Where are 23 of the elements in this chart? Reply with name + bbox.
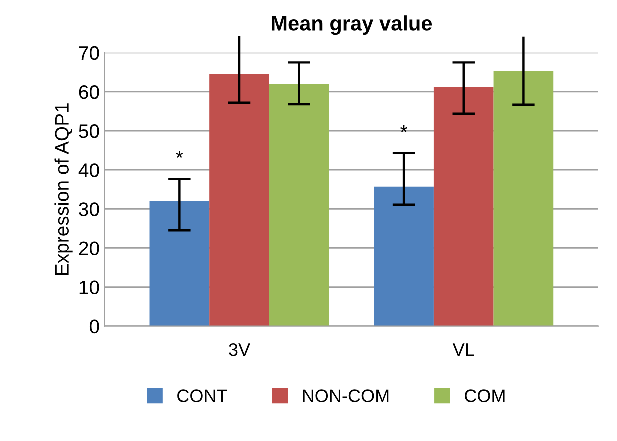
legend-label: COM <box>465 390 505 402</box>
y-axis-title: Expression of AQP1 <box>54 104 73 276</box>
bar <box>374 186 434 326</box>
annotation: * <box>400 126 408 132</box>
x-tick-label: VL <box>452 344 474 356</box>
x-tick-label: 3V <box>229 343 250 356</box>
y-tick-label: 30 <box>79 202 100 216</box>
y-tick-label: 70 <box>79 46 100 60</box>
y-tick-label: 10 <box>80 280 100 295</box>
legend-label: NON-COM <box>303 390 389 402</box>
y-tick-label: 50 <box>79 124 100 138</box>
bar <box>210 74 270 326</box>
annotation: * <box>176 151 184 158</box>
chart-title: Mean gray value <box>272 16 432 36</box>
bar <box>269 84 330 326</box>
bar <box>494 71 554 326</box>
y-tick-label: 0 <box>90 320 100 334</box>
y-tick-label: 60 <box>79 85 100 100</box>
y-tick-label: 20 <box>79 242 100 256</box>
y-tick-label: 40 <box>78 164 100 178</box>
bar <box>150 201 210 326</box>
bar <box>434 87 494 326</box>
legend-label: CONT <box>178 390 228 402</box>
